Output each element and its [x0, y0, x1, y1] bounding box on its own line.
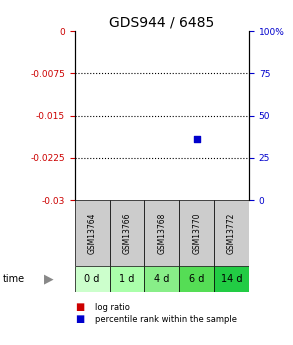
Bar: [179, 266, 214, 292]
Text: 0 d: 0 d: [84, 274, 100, 284]
Text: time: time: [3, 274, 25, 284]
Text: GSM13764: GSM13764: [88, 212, 97, 254]
Point: [195, 137, 199, 142]
Text: percentile rank within the sample: percentile rank within the sample: [95, 315, 237, 324]
Bar: [144, 200, 179, 266]
Bar: [144, 266, 179, 292]
Text: ■: ■: [75, 302, 84, 312]
Bar: [75, 200, 110, 266]
Bar: [179, 200, 214, 266]
Text: ■: ■: [75, 314, 84, 324]
Bar: [110, 266, 144, 292]
Bar: [214, 200, 249, 266]
Text: 6 d: 6 d: [189, 274, 205, 284]
Text: GSM13768: GSM13768: [157, 212, 166, 254]
Text: 1 d: 1 d: [119, 274, 135, 284]
Bar: [110, 200, 144, 266]
Text: GSM13766: GSM13766: [122, 212, 132, 254]
Text: log ratio: log ratio: [95, 303, 130, 312]
Text: GSM13770: GSM13770: [192, 212, 201, 254]
Bar: [75, 266, 110, 292]
Text: 4 d: 4 d: [154, 274, 170, 284]
Text: GSM13772: GSM13772: [227, 212, 236, 254]
Bar: [214, 266, 249, 292]
Title: GDS944 / 6485: GDS944 / 6485: [109, 16, 214, 30]
Text: ▶: ▶: [44, 272, 53, 285]
Text: 14 d: 14 d: [221, 274, 242, 284]
